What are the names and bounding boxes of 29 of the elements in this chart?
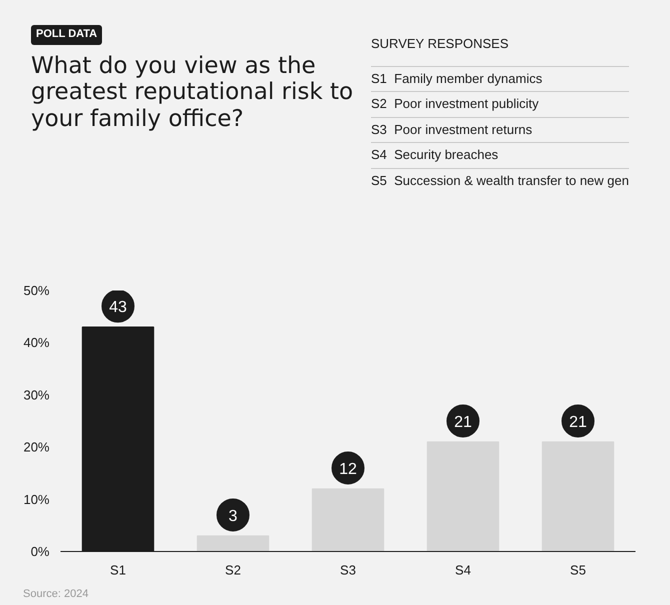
y-tick-label: 40% (23, 335, 50, 350)
y-tick-label: 10% (23, 492, 50, 507)
y-tick-label: 30% (23, 387, 50, 402)
chart-subtitle: POLL DATA (31, 25, 102, 45)
x-tick-label: S2 (225, 562, 241, 578)
y-tick-label: 20% (23, 440, 50, 455)
text: S2 Poor investment publicity (371, 91, 629, 117)
bar (426, 441, 500, 552)
x-tick-label: S4 (455, 562, 471, 578)
chart-title: What do you view as the greatest reputational risk to your family office? (31, 52, 354, 132)
data-label: 3 (228, 508, 238, 525)
y-tick-label: 50% (23, 283, 50, 298)
bar (542, 441, 614, 552)
x-tick-label: S1 (110, 562, 126, 578)
text: S4 Security breaches (371, 142, 629, 168)
data-label: 43 (109, 299, 127, 316)
x-tick-label: S5 (570, 562, 586, 578)
bar (312, 488, 384, 552)
source-note: Source: 2024 (22, 587, 88, 602)
data-label: 21 (454, 414, 472, 431)
text: S3 Poor investment returns (371, 116, 629, 142)
data-label: 12 (339, 460, 357, 478)
y-tick-label: 0% (30, 544, 50, 559)
text: S5 Succession & wealth transfer to new gen (371, 168, 629, 194)
data-label: 21 (569, 414, 587, 431)
legend-title: SURVEY RESPONSES (371, 35, 510, 53)
bar (196, 535, 270, 552)
x-tick-label: S3 (340, 562, 356, 578)
text: S1 Family member dynamics (371, 66, 629, 92)
